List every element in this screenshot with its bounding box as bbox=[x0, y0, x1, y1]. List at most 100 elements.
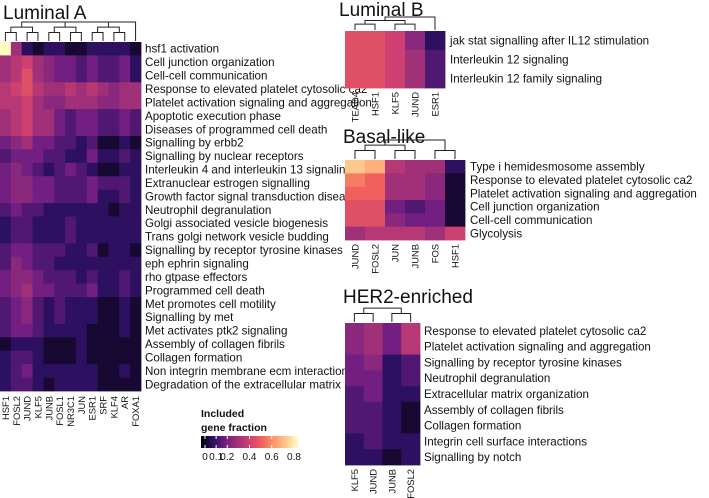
heatmap-cell bbox=[32, 270, 44, 285]
heatmap-cell bbox=[108, 310, 120, 325]
heatmap-cell bbox=[130, 122, 142, 137]
heatmap-cell bbox=[345, 69, 366, 89]
heatmap-cell bbox=[32, 323, 44, 338]
row-label: Signalling by receptor tyrosine kinases bbox=[145, 244, 343, 257]
color-legend: Included gene fraction 0 0.10.2 0.4 0.6 0.8 bbox=[201, 408, 301, 463]
heatmap-cell bbox=[54, 176, 66, 191]
heatmap-cell bbox=[363, 338, 383, 355]
heatmap-cell bbox=[21, 176, 33, 191]
heatmap-cell bbox=[97, 310, 109, 325]
heatmap-cell bbox=[108, 189, 120, 204]
row-label: hsf1 activation bbox=[145, 43, 219, 56]
heatmap-cell bbox=[345, 173, 366, 188]
heatmap-cell bbox=[97, 364, 109, 378]
heatmap-cell bbox=[382, 354, 402, 371]
heatmap-cell bbox=[10, 323, 23, 338]
heatmap-cell bbox=[32, 176, 44, 191]
heatmap-cell bbox=[108, 337, 120, 352]
heatmap-cell bbox=[385, 226, 406, 241]
heatmap-cell bbox=[65, 243, 77, 258]
heatmap-cell bbox=[32, 135, 44, 150]
heatmap-cell bbox=[54, 243, 66, 258]
heatmap-cell bbox=[43, 350, 55, 365]
row-label: Signalling by notch bbox=[424, 451, 521, 464]
legend-color-bar bbox=[201, 436, 298, 448]
row-label: Neutrophil degranulation bbox=[145, 204, 271, 217]
row-label: Cell-cell communication bbox=[470, 214, 592, 227]
heatmap-cell bbox=[0, 55, 12, 70]
heatmap-cell bbox=[21, 297, 33, 311]
heatmap-cell bbox=[65, 55, 77, 70]
heatmap-cell bbox=[0, 364, 12, 378]
heatmap-cell bbox=[108, 135, 120, 150]
row-label: Diseases of programmed cell death bbox=[145, 123, 327, 136]
heatmap-cell bbox=[365, 213, 386, 228]
heatmap-cell bbox=[97, 95, 109, 110]
heatmap-cell bbox=[345, 323, 365, 340]
heatmap-cell bbox=[75, 229, 88, 244]
heatmap-cell bbox=[21, 350, 33, 365]
heatmap-cell bbox=[86, 135, 99, 150]
heatmap-cell bbox=[86, 270, 99, 285]
row-label: Growth factor signal transduction diseas… bbox=[145, 190, 364, 203]
column-label: ESR1 bbox=[430, 92, 441, 117]
heatmap-cell bbox=[75, 283, 88, 298]
heatmap-cell bbox=[54, 377, 66, 392]
heatmap-cell bbox=[65, 364, 77, 378]
row-label: Platelet activation signaling and aggreg… bbox=[424, 341, 651, 354]
heatmap-cell bbox=[54, 216, 66, 231]
heatmap-cell bbox=[345, 338, 365, 355]
heatmap-cell bbox=[382, 449, 402, 466]
row-label: Collagen formation bbox=[424, 420, 521, 433]
heatmap-cell bbox=[0, 243, 12, 258]
heatmap-cell bbox=[401, 433, 421, 450]
row-label: jak stat signalling after IL12 stimulati… bbox=[449, 35, 649, 48]
heatmap-cell bbox=[130, 68, 142, 83]
heatmap-cell bbox=[86, 297, 99, 311]
heatmap-cell bbox=[75, 189, 88, 204]
heatmap-cell bbox=[10, 270, 23, 285]
heatmap-cell bbox=[86, 189, 99, 204]
heatmap-cell bbox=[119, 229, 131, 244]
heatmap-cell bbox=[54, 42, 66, 56]
row-label: Apoptotic execution phase bbox=[145, 110, 281, 123]
heatmap-cell bbox=[385, 31, 406, 51]
heatmap-cell bbox=[21, 162, 33, 177]
heatmap-cell bbox=[405, 31, 426, 51]
heatmap-cell bbox=[54, 162, 66, 177]
heatmap-cell bbox=[65, 82, 77, 97]
heatmap-cell bbox=[86, 95, 99, 110]
heatmap-cell bbox=[345, 31, 366, 51]
heatmap-cell bbox=[10, 243, 23, 258]
heatmap-cell bbox=[54, 270, 66, 285]
heatmap-cell bbox=[119, 122, 131, 137]
heatmap-cell bbox=[425, 160, 446, 174]
heatmap-cell bbox=[86, 203, 99, 217]
heatmap-cell bbox=[401, 370, 421, 387]
heatmap-cell bbox=[10, 109, 23, 123]
heatmap-cell bbox=[445, 160, 466, 174]
heatmap-cell bbox=[130, 364, 142, 378]
heatmap-cell bbox=[365, 226, 386, 241]
luminal-b-dendrogram bbox=[354, 16, 436, 30]
heatmap-cell bbox=[108, 109, 120, 123]
dendrogram-branches bbox=[354, 16, 436, 30]
heatmap-cell bbox=[119, 364, 131, 378]
heatmap-cell bbox=[401, 323, 421, 340]
row-label: Signalling by receptor tyrosine kinases bbox=[424, 356, 622, 369]
heatmap-cell bbox=[43, 377, 55, 392]
heatmap-cell bbox=[108, 297, 120, 311]
heatmap-cell bbox=[119, 310, 131, 325]
heatmap-cell bbox=[405, 186, 426, 201]
heatmap-cell bbox=[405, 160, 426, 174]
heatmap-cell bbox=[0, 337, 12, 352]
heatmap-cell bbox=[21, 323, 33, 338]
heatmap-cell bbox=[86, 256, 99, 271]
heatmap-cell bbox=[43, 95, 55, 110]
heatmap-cell bbox=[130, 55, 142, 70]
heatmap-cell bbox=[108, 216, 120, 231]
heatmap-cell bbox=[75, 149, 88, 164]
heatmap-cell bbox=[43, 310, 55, 325]
heatmap-cell bbox=[43, 337, 55, 352]
column-label: JUND bbox=[350, 244, 361, 269]
